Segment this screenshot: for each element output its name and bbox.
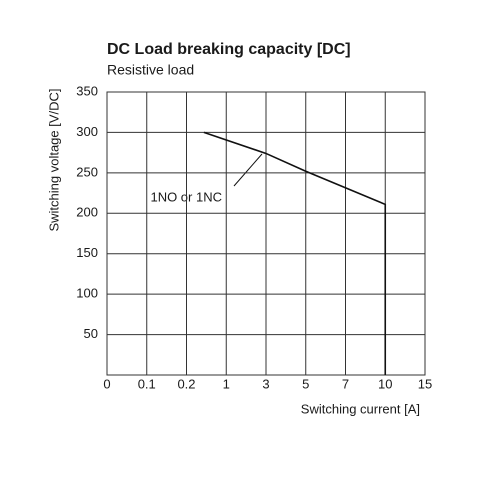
x-tick-label: 0.1 [138, 376, 156, 391]
y-tick-label: 50 [84, 326, 98, 341]
x-tick-label: 10 [378, 376, 392, 391]
x-tick-label: 3 [262, 376, 269, 391]
y-tick-label: 150 [76, 245, 98, 260]
x-tick-label: 0.2 [177, 376, 195, 391]
y-axis-label: Switching voltage [V/DC] [46, 88, 61, 231]
x-tick-label: 15 [418, 376, 432, 391]
x-tick-label: 0 [103, 376, 110, 391]
chart-title: DC Load breaking capacity [DC] [107, 41, 351, 58]
x-tick-label: 1 [223, 376, 230, 391]
data-line [203, 131, 387, 375]
x-axis-label: Switching current [A] [301, 401, 420, 416]
y-tick-label: 100 [76, 286, 98, 301]
y-tick-label: 350 [76, 83, 98, 98]
chart-subtitle: Resistive load [107, 62, 194, 78]
x-tick-label: 7 [342, 376, 349, 391]
y-tick-label: 200 [76, 205, 98, 220]
annotation-leader [233, 153, 263, 187]
y-tick-label: 250 [76, 164, 98, 179]
x-tick-label: 5 [302, 376, 309, 391]
y-tick-label: 300 [76, 124, 98, 139]
